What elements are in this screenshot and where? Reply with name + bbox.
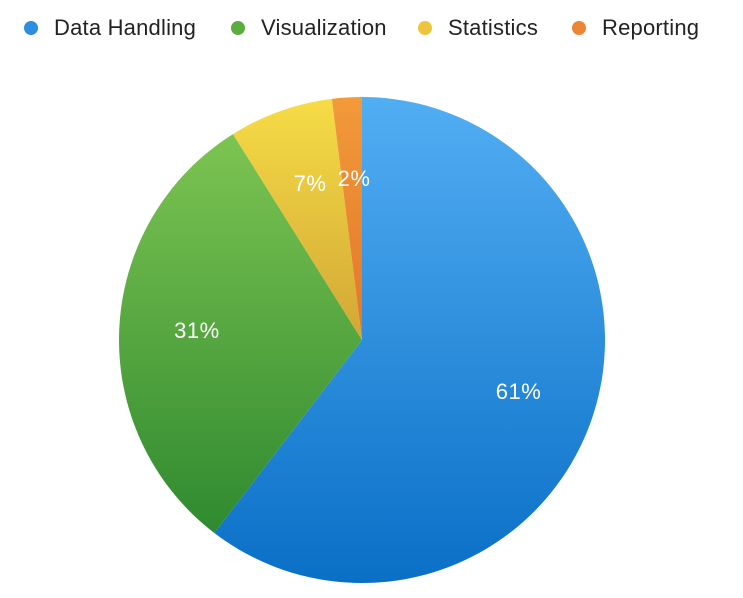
slice-value-label: 2% [338, 166, 371, 191]
legend-swatch-data-handling [24, 21, 38, 35]
legend-swatch-statistics [418, 21, 432, 35]
slice-value-label: 61% [496, 379, 542, 404]
legend-label: Visualization [261, 15, 387, 40]
legend-label: Statistics [448, 15, 539, 40]
pie-slice-data-handling [214, 97, 606, 583]
legend-swatch-visualization [231, 21, 245, 35]
legend-item-statistics: Statistics [418, 14, 538, 42]
legend-label: Reporting [602, 15, 700, 40]
pie-slice-labels: 61% 31% 7% 2% [174, 166, 541, 404]
chart-legend: Data Handling Visualization Statistics R… [0, 0, 743, 56]
pie-slice-visualization [118, 134, 362, 533]
legend-item-visualization: Visualization [231, 14, 387, 42]
legend-item-data-handling: Data Handling [24, 14, 196, 42]
pie-slice-statistics [232, 98, 362, 340]
legend-swatch-reporting [572, 21, 586, 35]
pie-slices [118, 97, 606, 583]
legend-label: Data Handling [54, 15, 197, 40]
slice-value-label: 31% [174, 318, 220, 343]
pie-slice-reporting [331, 97, 362, 340]
slice-value-label: 7% [294, 171, 327, 196]
legend-item-reporting: Reporting [572, 14, 699, 42]
